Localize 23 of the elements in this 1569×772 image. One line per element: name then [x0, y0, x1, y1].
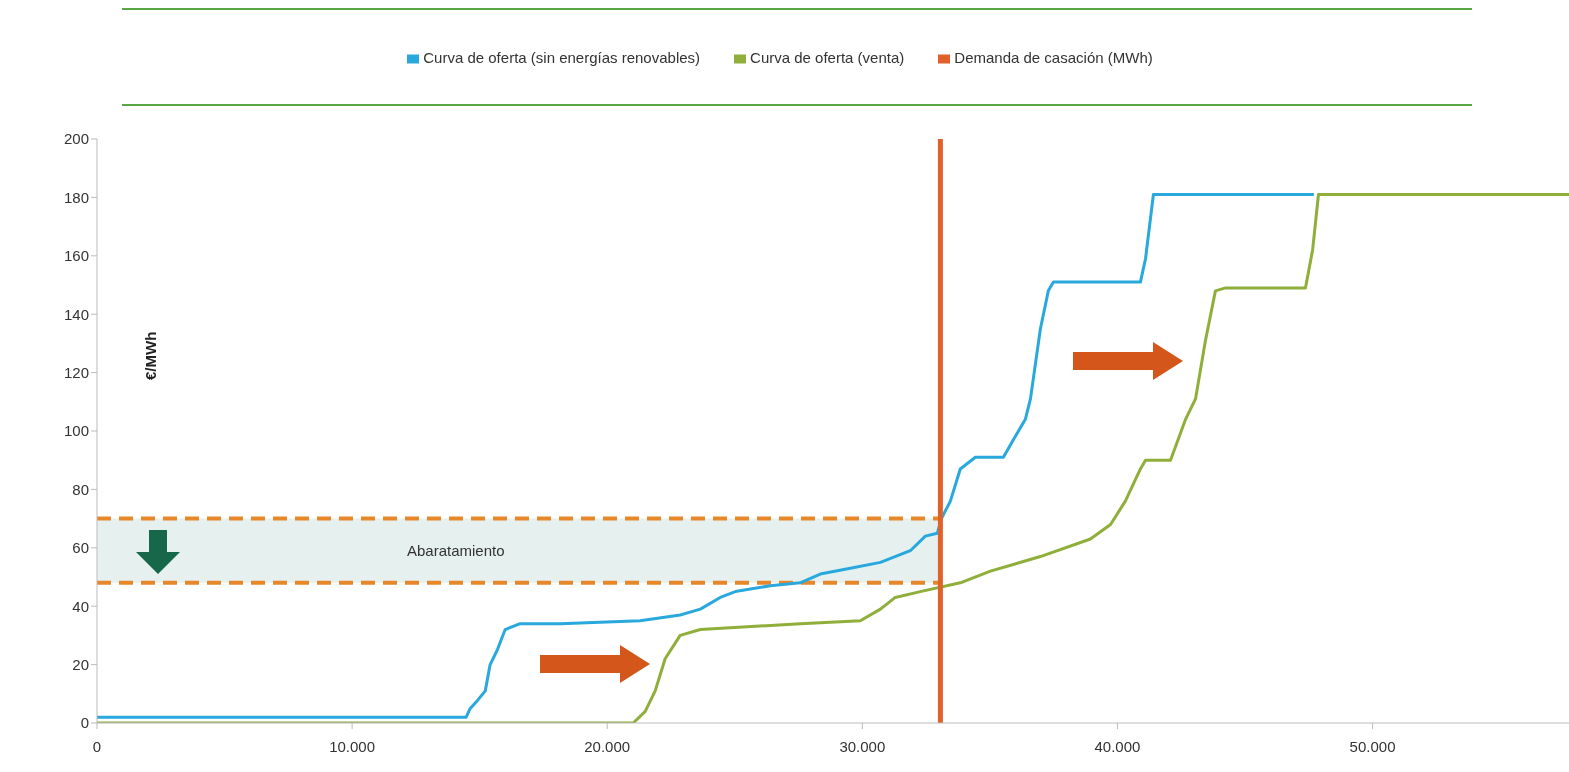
x-tick-label: 50.000 [1349, 737, 1396, 755]
x-tick-label: 20.000 [584, 737, 631, 755]
x-tick-label: 30.000 [839, 737, 886, 755]
y-tick-label: 120 [63, 363, 89, 381]
y-tick-label: 60 [72, 539, 89, 557]
y-tick-label: 140 [63, 305, 89, 323]
y-tick-label: 20 [72, 655, 89, 673]
legend-label: Demanda de casación (MWh) [954, 48, 1153, 66]
y-tick-label: 160 [63, 247, 89, 265]
y-tick-label: 200 [63, 130, 89, 148]
legend-label: Curva de oferta (sin energías renovables) [423, 48, 701, 66]
x-tick-label: 40.000 [1094, 737, 1141, 755]
x-tick-label: 0 [92, 737, 102, 755]
y-tick-label: 180 [63, 188, 89, 206]
y-tick-label: 40 [72, 597, 89, 615]
y-axis-title: €/MWh [142, 331, 159, 380]
y-tick-label: 100 [63, 422, 89, 440]
legend-label: Curva de oferta (venta) [750, 48, 905, 66]
x-tick-label: 10.000 [329, 737, 376, 755]
band-label: Abaratamiento [407, 542, 505, 560]
y-tick-label: 0 [80, 714, 89, 732]
line-series [97, 192, 1316, 719]
y-tick-label: 80 [72, 480, 89, 498]
